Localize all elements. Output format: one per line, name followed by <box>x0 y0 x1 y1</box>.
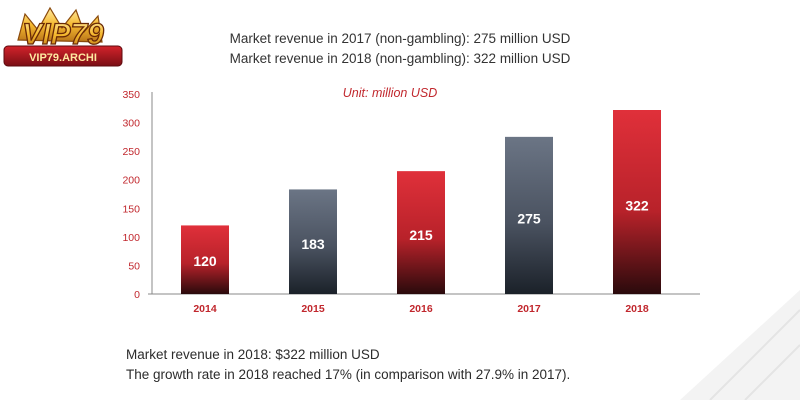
y-tick-label: 300 <box>122 118 140 130</box>
x-tick-label: 2017 <box>517 303 541 315</box>
footer-line-1: Market revenue in 2018: $322 million USD <box>126 347 380 362</box>
data-labels: 120 183 215 275 322 <box>193 198 649 269</box>
corner-decoration <box>680 290 800 400</box>
data-label-2014: 120 <box>193 253 217 269</box>
y-tick-label: 0 <box>134 289 140 301</box>
header-line-1: Market revenue in 2017 (non-gambling): 2… <box>229 31 571 46</box>
bar-2017 <box>505 136 553 294</box>
bar-2015 <box>289 189 337 294</box>
y-tick-label: 100 <box>122 232 140 244</box>
header-line-2: Market revenue in 2018 (non-gambling): 3… <box>229 51 571 66</box>
data-label-2015: 183 <box>301 236 325 252</box>
bar-2016 <box>397 171 445 294</box>
x-tick-labels: 2014 2015 2016 2017 2018 <box>193 303 649 315</box>
y-tick-label: 250 <box>122 146 140 158</box>
y-tick-label: 350 <box>122 89 140 101</box>
x-tick-label: 2018 <box>625 303 649 315</box>
footer-line-2: The growth rate in 2018 reached 17% (in … <box>126 367 571 382</box>
data-label-2018: 322 <box>625 198 649 214</box>
y-tick-labels: 0 50 100 150 200 250 300 350 <box>122 89 140 301</box>
x-tick-label: 2015 <box>301 303 325 315</box>
bar-2014 <box>181 225 229 294</box>
x-tick-label: 2016 <box>409 303 433 315</box>
brand-logo: VIP79 VIP79.ARCHI <box>0 0 130 82</box>
x-tick-label: 2014 <box>193 303 217 315</box>
bars <box>181 110 661 294</box>
data-label-2017: 275 <box>517 211 541 227</box>
unit-label: Unit: million USD <box>342 86 438 100</box>
bar-2018 <box>613 110 661 294</box>
logo-subtext: VIP79.ARCHI <box>29 52 97 64</box>
data-label-2016: 215 <box>409 227 433 243</box>
logo-text: VIP79 <box>22 18 104 51</box>
y-tick-label: 200 <box>122 175 140 187</box>
y-tick-label: 150 <box>122 203 140 215</box>
y-tick-label: 50 <box>128 260 140 272</box>
